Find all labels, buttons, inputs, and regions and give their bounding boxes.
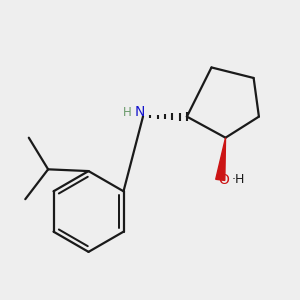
- Text: N: N: [135, 105, 146, 119]
- Polygon shape: [216, 138, 226, 180]
- Text: ·H: ·H: [232, 173, 245, 186]
- Text: H: H: [122, 106, 131, 119]
- Text: O: O: [218, 173, 229, 187]
